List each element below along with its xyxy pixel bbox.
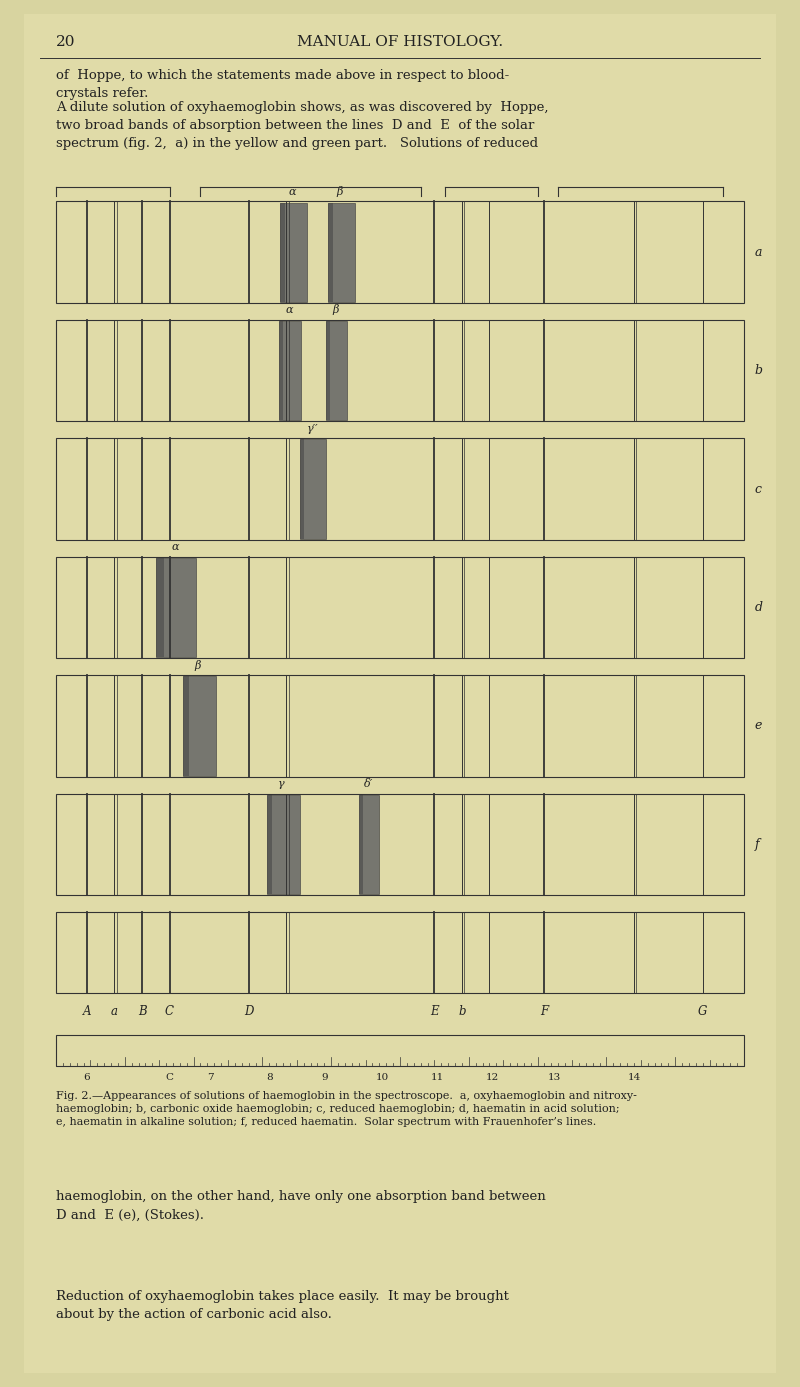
Bar [359, 795, 363, 895]
Text: β: β [337, 186, 343, 197]
Text: 20: 20 [56, 35, 75, 49]
Text: α: α [289, 187, 296, 197]
Bar [299, 440, 304, 538]
Text: c: c [754, 483, 762, 495]
Text: E: E [430, 1004, 438, 1018]
Text: C: C [166, 1072, 174, 1082]
Text: 14: 14 [627, 1072, 641, 1082]
Text: e: e [754, 720, 762, 732]
Text: β: β [194, 660, 201, 671]
Text: D: D [244, 1004, 254, 1018]
Bar [266, 795, 299, 895]
Text: δ′: δ′ [363, 779, 373, 789]
Bar [279, 320, 301, 420]
Bar [326, 320, 347, 420]
Text: 7: 7 [207, 1072, 214, 1082]
Bar [182, 677, 216, 775]
Text: b: b [754, 363, 762, 377]
Text: G: G [698, 1004, 707, 1018]
Text: a: a [111, 1004, 118, 1018]
Bar [359, 795, 378, 895]
Text: Reduction of oxyhaemoglobin takes place easily.  It may be brought
about by the : Reduction of oxyhaemoglobin takes place … [56, 1290, 509, 1322]
Text: γ′′: γ′′ [307, 424, 318, 434]
Bar [279, 320, 283, 420]
Bar [56, 793, 744, 896]
Bar [157, 558, 164, 657]
Bar [56, 201, 744, 302]
Bar [266, 795, 273, 895]
Text: d: d [754, 601, 762, 614]
Bar [56, 556, 744, 659]
Bar [299, 440, 326, 538]
Text: Fig. 2.—Appearances of solutions of haemoglobin in the spectroscope.  a, oxyhaem: Fig. 2.—Appearances of solutions of haem… [56, 1090, 637, 1128]
Text: 13: 13 [548, 1072, 562, 1082]
Text: b: b [458, 1004, 466, 1018]
Bar [329, 203, 333, 301]
Text: 9: 9 [321, 1072, 328, 1082]
Text: 10: 10 [376, 1072, 390, 1082]
Text: β: β [332, 304, 338, 315]
Text: MANUAL OF HISTOLOGY.: MANUAL OF HISTOLOGY. [297, 35, 503, 49]
Bar [56, 1035, 744, 1065]
Text: f: f [754, 838, 759, 852]
Text: of  Hoppe, to which the statements made above in respect to blood-
crystals refe: of Hoppe, to which the statements made a… [56, 69, 510, 100]
Text: C: C [165, 1004, 174, 1018]
Bar [280, 203, 307, 301]
Text: 8: 8 [266, 1072, 273, 1082]
Bar [56, 913, 744, 993]
Bar [326, 320, 330, 420]
Bar [182, 677, 189, 775]
Bar [56, 438, 744, 540]
Text: F: F [541, 1004, 549, 1018]
Bar [56, 319, 744, 422]
Text: α: α [285, 305, 293, 315]
Text: A: A [82, 1004, 91, 1018]
Bar [157, 558, 196, 657]
Bar [56, 675, 744, 777]
Text: haemoglobin, on the other hand, have only one absorption band between
D and  E (: haemoglobin, on the other hand, have onl… [56, 1190, 546, 1222]
Bar [329, 203, 354, 301]
Text: 12: 12 [486, 1072, 499, 1082]
Bar [280, 203, 285, 301]
Text: A dilute solution of oxyhaemoglobin shows, as was discovered by  Hoppe,
two broa: A dilute solution of oxyhaemoglobin show… [56, 101, 549, 150]
Text: a: a [754, 245, 762, 258]
Text: γ: γ [278, 779, 284, 789]
Text: α: α [171, 542, 179, 552]
Text: 11: 11 [431, 1072, 445, 1082]
Text: 6: 6 [84, 1072, 90, 1082]
Text: B: B [138, 1004, 146, 1018]
